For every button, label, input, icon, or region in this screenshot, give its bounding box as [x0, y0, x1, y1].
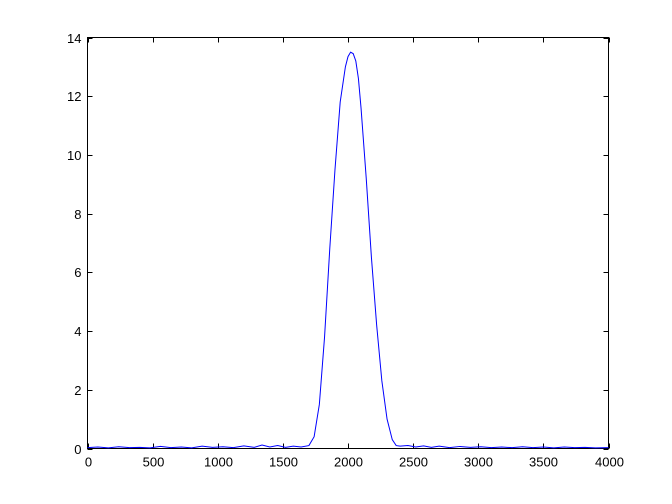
x-tick-label: 0 — [85, 455, 92, 470]
x-tick-label: 1500 — [269, 455, 298, 470]
series-line — [87, 51, 609, 449]
y-tick-label: 14 — [67, 31, 81, 46]
x-tick-label: 2500 — [399, 455, 428, 470]
y-tick-label: 2 — [74, 383, 81, 398]
x-tick-label: 1000 — [204, 455, 233, 470]
x-tick-label: 4000 — [595, 455, 624, 470]
tick-labels: 0 500 1000 1500 2000 2500 3000 3500 4000 0 2 4 6 8 10 1… — [67, 31, 624, 470]
y-tick-label: 10 — [67, 148, 81, 163]
x-tick-label: 3500 — [529, 455, 558, 470]
x-tick-label: 2000 — [334, 455, 363, 470]
x-tick-label: 3000 — [464, 455, 493, 470]
ticks — [87, 37, 610, 450]
series-layer — [87, 51, 609, 449]
y-tick-label: 6 — [74, 265, 81, 280]
y-tick-label: 0 — [74, 442, 81, 457]
x-tick-label: 500 — [143, 455, 165, 470]
plot-area — [87, 37, 609, 449]
y-tick-label: 4 — [74, 324, 81, 339]
y-tick-label: 12 — [67, 89, 81, 104]
y-tick-label: 8 — [74, 207, 81, 222]
